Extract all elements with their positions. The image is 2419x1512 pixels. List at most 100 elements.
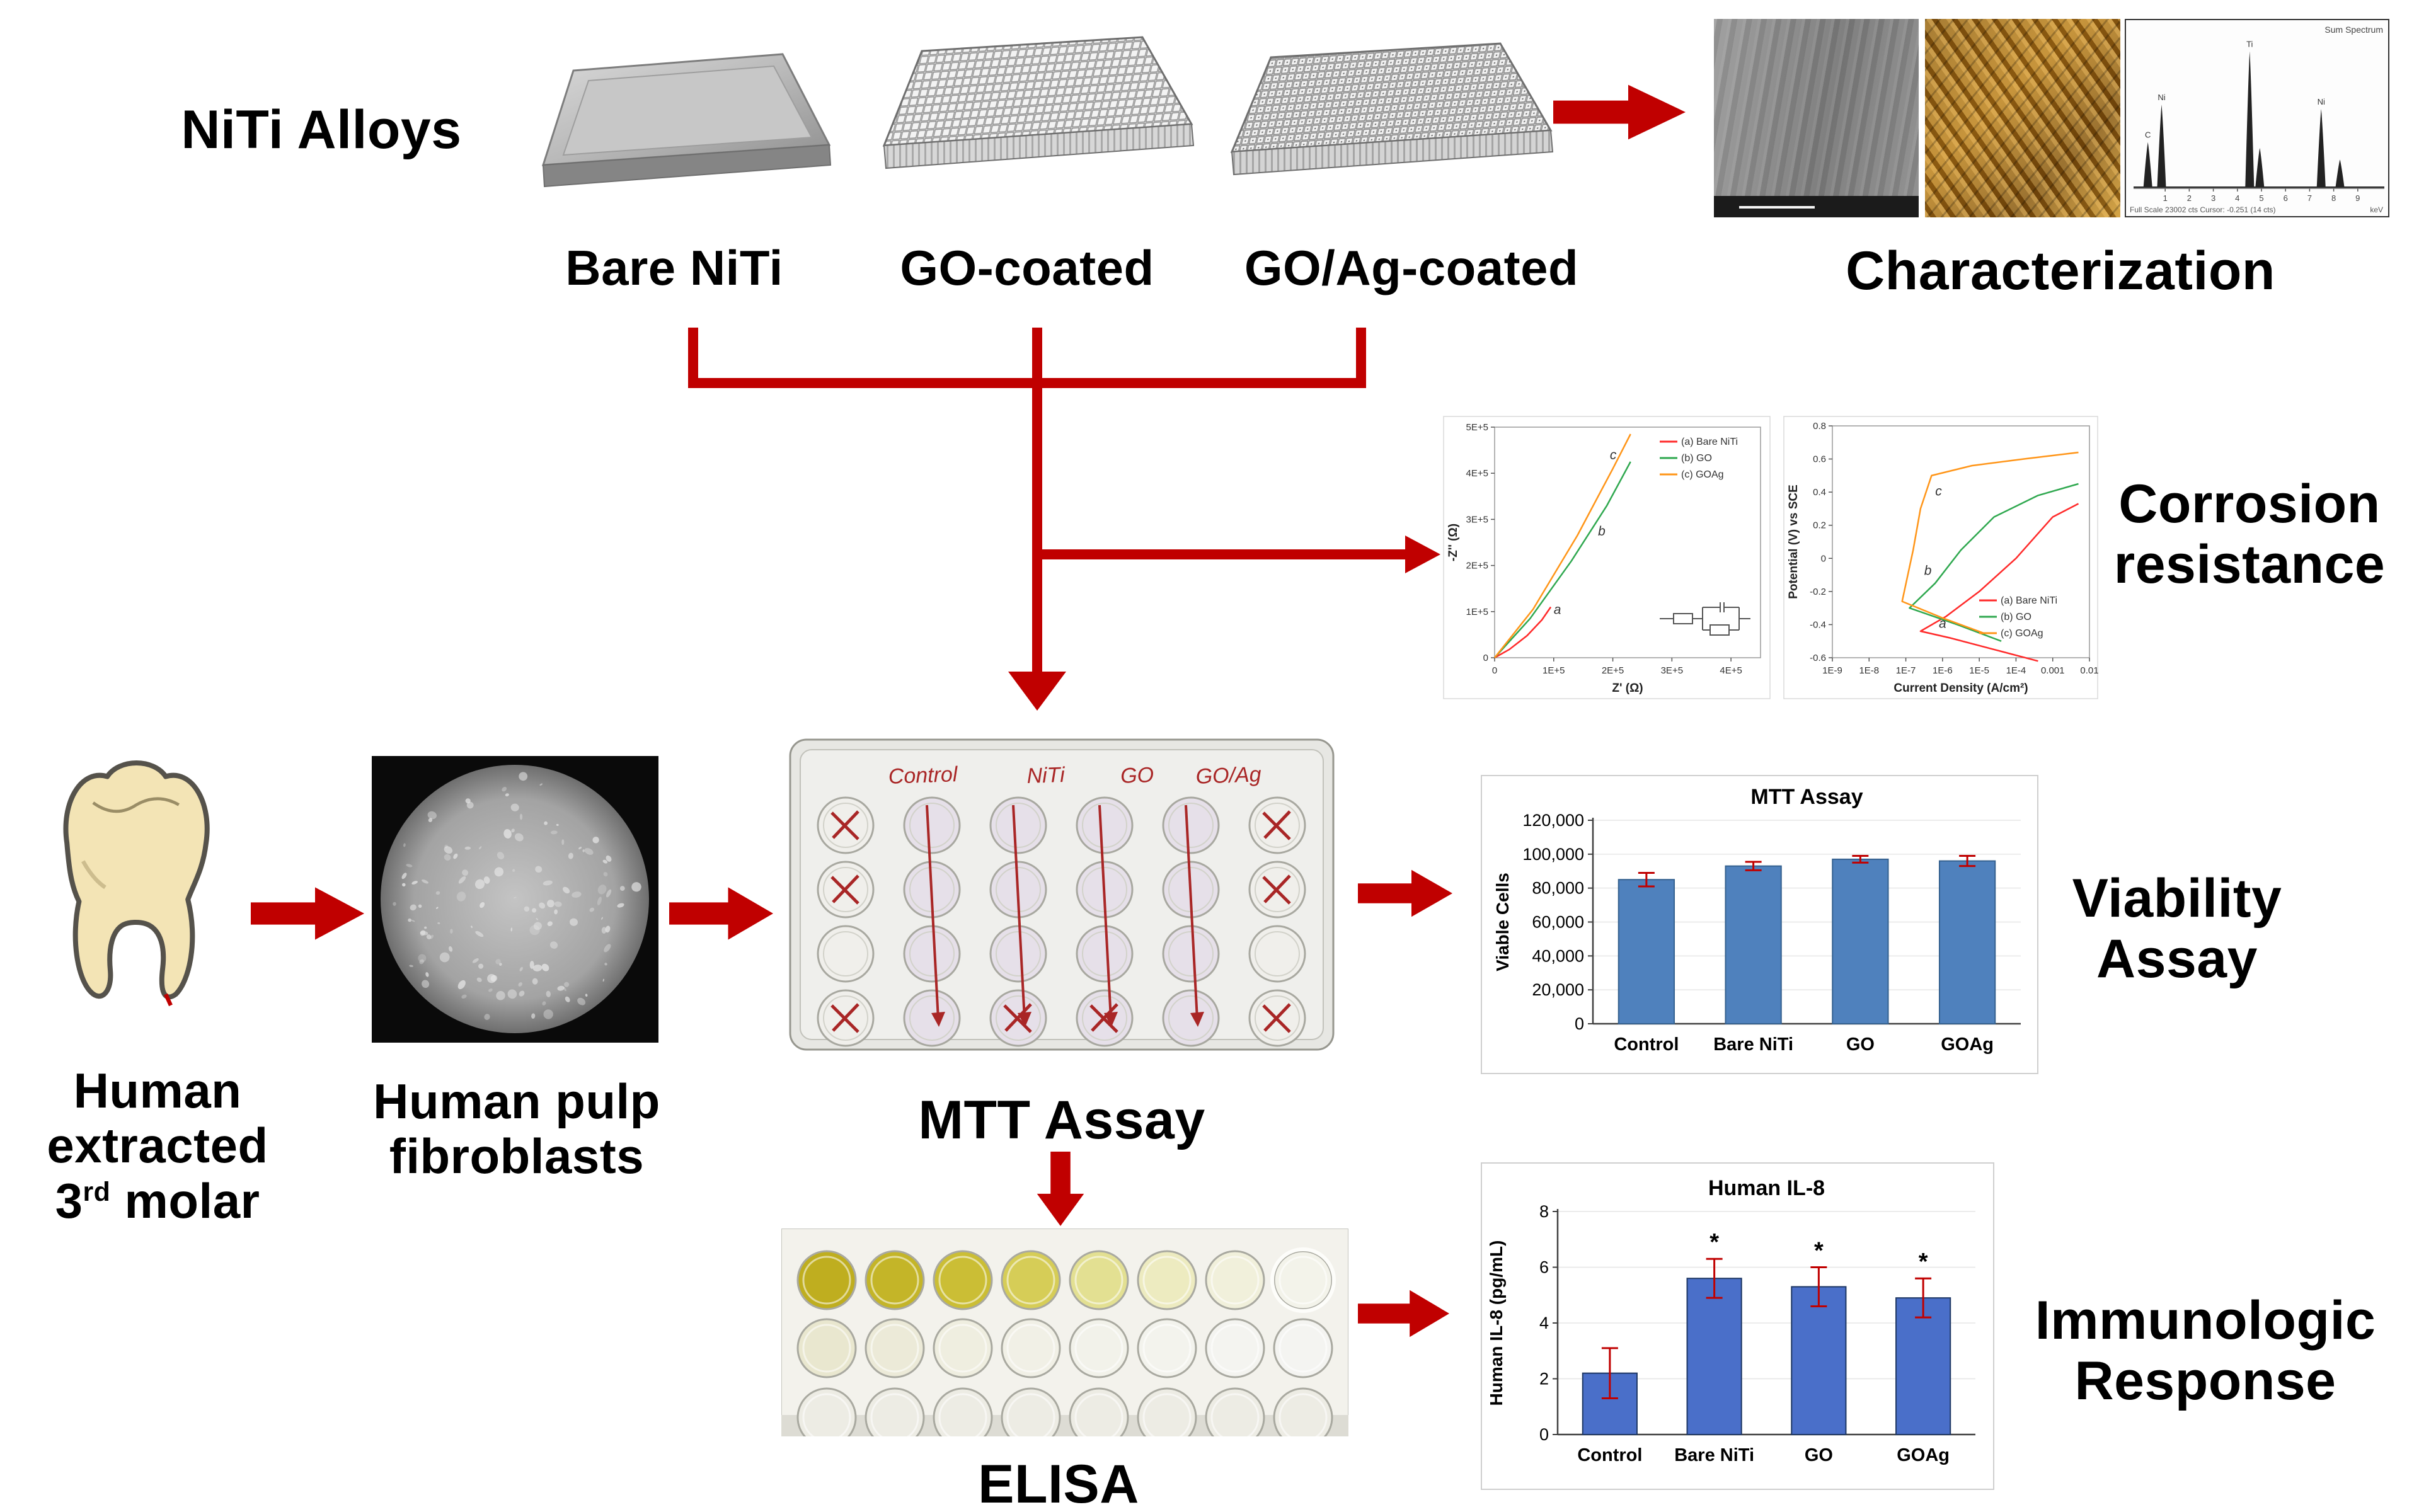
goag-coated-label: GO/Ag-coated xyxy=(1244,240,1579,295)
svg-text:1E-9: 1E-9 xyxy=(1822,665,1842,676)
molar-ordinal-base: 3 xyxy=(55,1172,83,1228)
svg-text:0.8: 0.8 xyxy=(1813,421,1826,432)
go-coated-label: GO-coated xyxy=(900,240,1154,295)
arrow-mtt-to-elisa xyxy=(1033,1152,1088,1226)
svg-text:0.6: 0.6 xyxy=(1813,454,1826,465)
bare-niti-plate-illustration xyxy=(510,44,838,233)
svg-text:(a) Bare NiTi: (a) Bare NiTi xyxy=(2001,595,2057,606)
svg-text:9: 9 xyxy=(2355,193,2360,203)
svg-text:5E+5: 5E+5 xyxy=(1466,422,1488,433)
svg-text:2: 2 xyxy=(1539,1370,1549,1389)
svg-text:4: 4 xyxy=(2235,193,2239,203)
svg-text:GO: GO xyxy=(1846,1034,1875,1055)
molar-ordinal-suffix: rd xyxy=(83,1176,111,1207)
svg-text:-0.4: -0.4 xyxy=(1810,619,1826,630)
svg-text:GO: GO xyxy=(1120,763,1154,788)
corrosion-label-line1: Corrosion xyxy=(2118,474,2381,534)
svg-text:(a) Bare NiTi: (a) Bare NiTi xyxy=(1681,437,1738,447)
human-molar-label: Human extracted 3rd molar xyxy=(9,1063,306,1228)
svg-text:-0.2: -0.2 xyxy=(1810,587,1826,597)
svg-text:2E+5: 2E+5 xyxy=(1602,665,1624,676)
svg-text:Viable Cells: Viable Cells xyxy=(1493,873,1512,971)
svg-text:0: 0 xyxy=(1821,553,1826,564)
svg-text:a: a xyxy=(1554,602,1561,617)
arrow-mtt-to-chart xyxy=(1358,866,1452,920)
bracket-horizontal-bar xyxy=(688,378,1366,388)
bracket-stem xyxy=(1032,378,1042,673)
svg-text:-Z'' (Ω): -Z'' (Ω) xyxy=(1447,524,1460,561)
pulp-fibroblasts-label-line1: Human pulp xyxy=(373,1074,660,1129)
svg-text:Sum Spectrum: Sum Spectrum xyxy=(2324,25,2383,35)
svg-text:Human IL-8: Human IL-8 xyxy=(1708,1176,1825,1200)
bracket-right-stub xyxy=(1356,328,1366,388)
eds-spectrum: Sum Spectrum 1 2 3 4 5 6 7 8 9 C Ni Ti Ni Full Scale 2… xyxy=(2125,19,2389,217)
bracket-stem-arrowhead xyxy=(1008,672,1066,711)
corrosion-label-line2: resistance xyxy=(2113,534,2386,595)
svg-text:Ni: Ni xyxy=(2318,97,2325,106)
svg-text:*: * xyxy=(1709,1229,1719,1256)
svg-text:b: b xyxy=(1924,564,1932,578)
svg-text:0: 0 xyxy=(1492,665,1497,676)
il8-chart: Human IL-8 0 2 4 6 8 Human IL-8 (pg/mL) Control… xyxy=(1481,1162,1994,1490)
polarization-chart: 1E-9 1E-8 1E-7 1E-6 1E-5 1E-4 0.001 0.01 -0.6 -0.… xyxy=(1783,416,2099,699)
svg-text:a: a xyxy=(1939,617,1946,631)
svg-text:Current Density (A/cm²): Current Density (A/cm²) xyxy=(1893,682,2028,695)
svg-text:4E+5: 4E+5 xyxy=(1466,468,1488,479)
immunologic-label: Immunologic Response xyxy=(2004,1290,2407,1412)
svg-text:1E-7: 1E-7 xyxy=(1896,665,1916,676)
viability-label-line2: Assay xyxy=(2096,929,2258,990)
svg-text:GOAg: GOAg xyxy=(1897,1445,1950,1465)
pulp-fibroblasts-label: Human pulp fibroblasts xyxy=(353,1074,681,1184)
svg-text:keV: keV xyxy=(2370,205,2383,214)
elisa-plate-photo xyxy=(781,1228,1349,1448)
svg-text:c: c xyxy=(1935,484,1942,498)
molar-word: molar xyxy=(110,1172,260,1228)
svg-text:3: 3 xyxy=(2211,193,2215,203)
go-coated-plate-illustration xyxy=(848,28,1207,224)
corrosion-branch-arrowhead xyxy=(1405,536,1440,573)
goag-coated-plate-illustration xyxy=(1194,35,1566,230)
svg-text:Z' (Ω): Z' (Ω) xyxy=(1612,682,1643,695)
viability-label: Viability Assay xyxy=(2051,868,2303,990)
elisa-label: ELISA xyxy=(978,1454,1139,1512)
svg-text:8: 8 xyxy=(2331,193,2336,203)
svg-text:100,000: 100,000 xyxy=(1522,845,1584,864)
bracket-left-stub xyxy=(688,328,698,388)
svg-text:Control: Control xyxy=(1577,1445,1642,1465)
bracket-mid-stub xyxy=(1032,328,1042,388)
svg-text:(c) GOAg: (c) GOAg xyxy=(2001,628,2043,639)
svg-text:C: C xyxy=(2145,130,2151,140)
immunologic-label-line1: Immunologic xyxy=(2035,1290,2376,1351)
afm-image xyxy=(1925,19,2120,217)
svg-text:80,000: 80,000 xyxy=(1532,879,1584,898)
svg-text:1E-8: 1E-8 xyxy=(1859,665,1879,676)
human-molar-label-line1: Human xyxy=(73,1063,242,1118)
svg-text:*: * xyxy=(1919,1249,1928,1275)
svg-text:20,000: 20,000 xyxy=(1532,980,1584,999)
svg-text:NiTi: NiTi xyxy=(1026,763,1066,788)
svg-text:1E-6: 1E-6 xyxy=(1933,665,1953,676)
svg-text:0.001: 0.001 xyxy=(2041,665,2065,676)
svg-text:(b) GO: (b) GO xyxy=(2001,612,2031,622)
svg-text:120,000: 120,000 xyxy=(1522,811,1584,830)
afm-texture-2 xyxy=(1925,19,2120,217)
svg-text:1E-5: 1E-5 xyxy=(1969,665,1989,676)
svg-text:MTT Assay: MTT Assay xyxy=(1750,785,1863,809)
pulp-fibroblasts-label-line2: fibroblasts xyxy=(389,1128,645,1184)
svg-text:6: 6 xyxy=(2284,193,2288,203)
svg-text:Human IL-8 (pg/mL): Human IL-8 (pg/mL) xyxy=(1486,1240,1506,1406)
afm-texture-1 xyxy=(1925,19,2120,217)
svg-text:4E+5: 4E+5 xyxy=(1720,665,1742,676)
svg-text:GOAg: GOAg xyxy=(1941,1034,1994,1055)
arrow-fibroblasts-to-mtt xyxy=(669,883,773,944)
arrow-tooth-to-fibroblasts xyxy=(251,883,364,944)
sem-texture xyxy=(1714,19,1919,217)
svg-text:6: 6 xyxy=(1539,1258,1549,1277)
mtt-assay-label: MTT Assay xyxy=(918,1090,1205,1150)
svg-text:1E+5: 1E+5 xyxy=(1466,607,1488,617)
svg-text:2: 2 xyxy=(2187,193,2192,203)
human-molar-label-line3: 3rd molar xyxy=(9,1172,306,1228)
svg-text:60,000: 60,000 xyxy=(1532,913,1584,932)
svg-text:Full Scale 23002 cts Cursor: -: Full Scale 23002 cts Cursor: -0.251 (14 … xyxy=(2130,205,2275,214)
svg-text:1E-4: 1E-4 xyxy=(2006,665,2026,676)
